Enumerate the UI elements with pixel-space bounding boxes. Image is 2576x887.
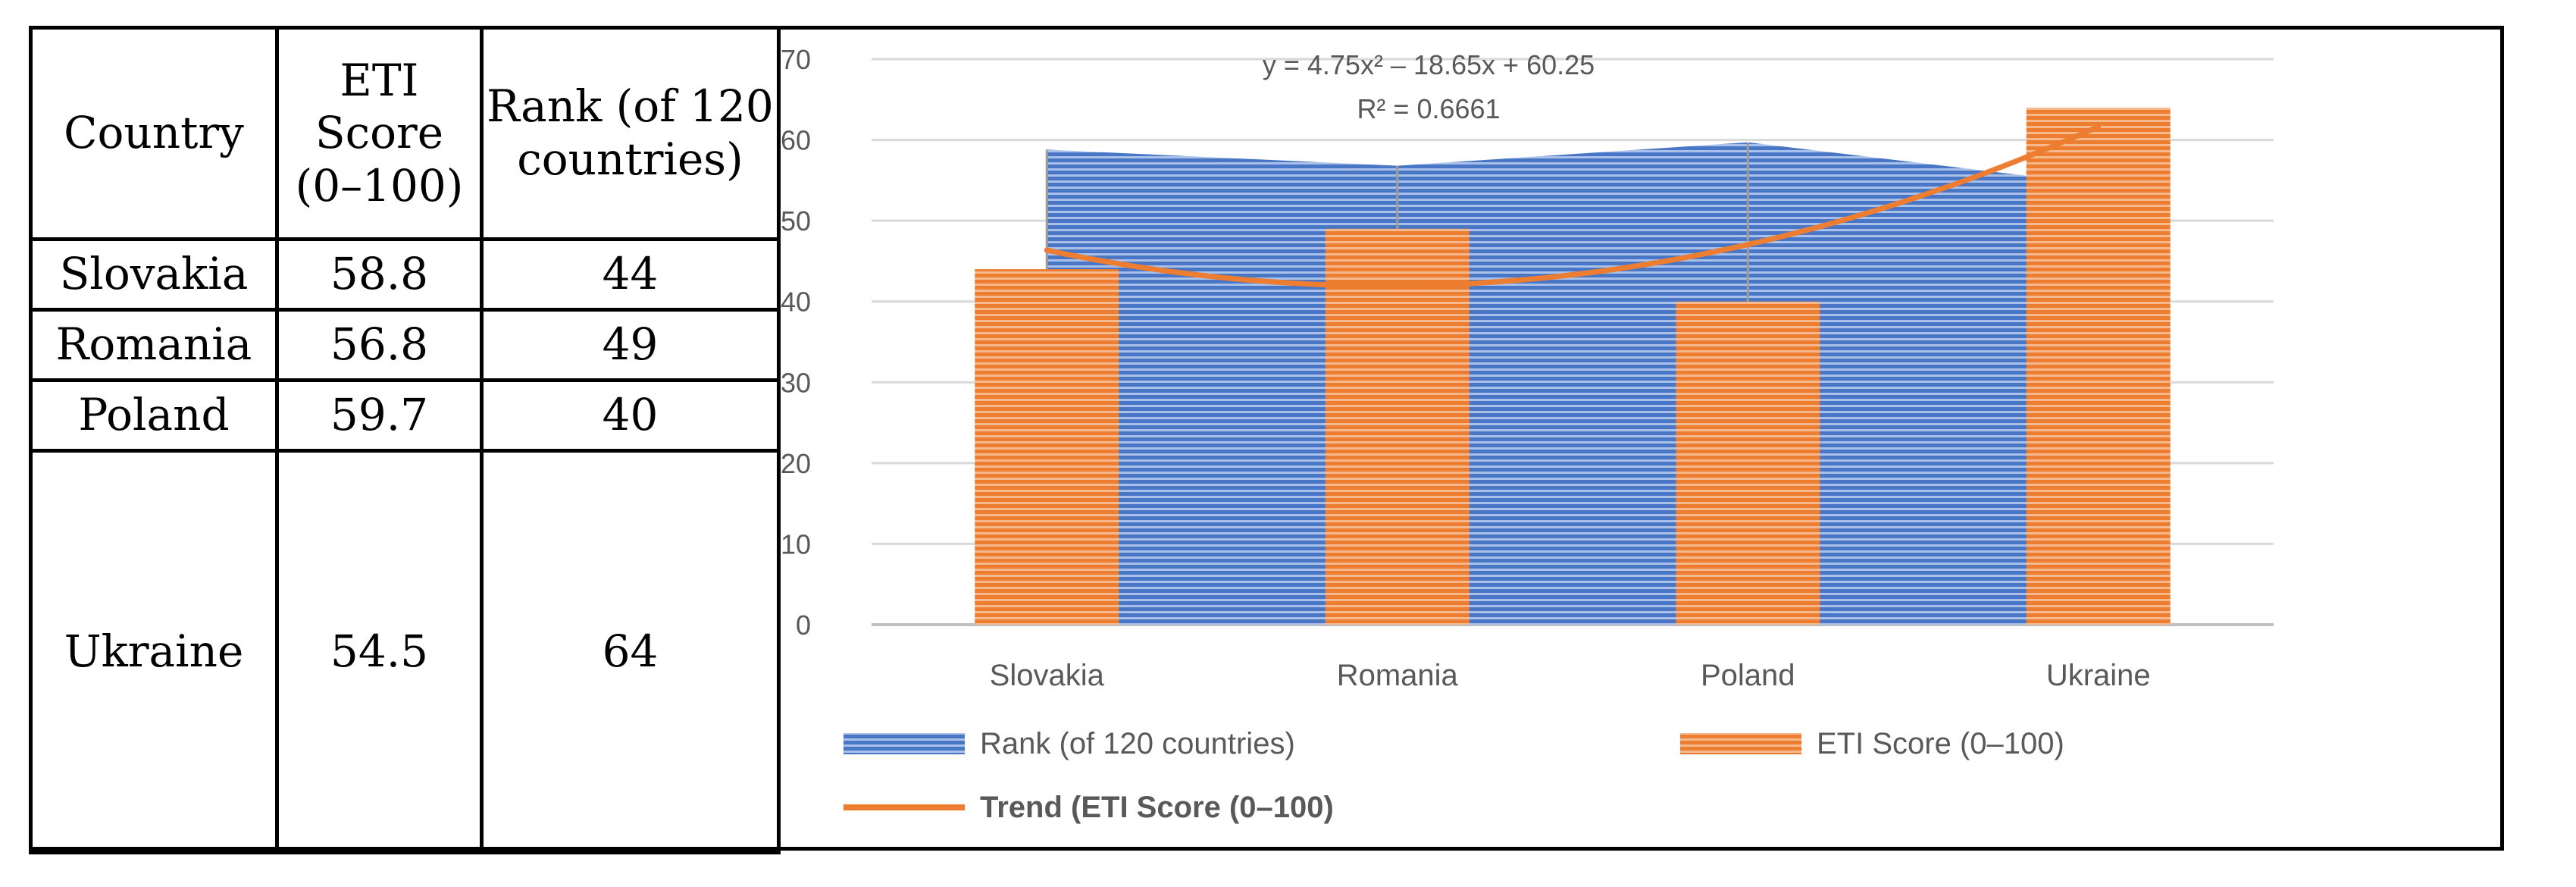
- chart-svg: 0 10 20 30 40 50 60 70 Slovakia Romania Poland Ukr…: [781, 44, 2274, 824]
- score-bar: [1676, 301, 1820, 625]
- chart: 0 10 20 30 40 50 60 70 Slovakia Romania Poland Ukr…: [765, 26, 2504, 851]
- legend-swatch-rank: [844, 733, 965, 754]
- score-bar: [975, 269, 1119, 625]
- y-tick-label: 50: [781, 205, 811, 237]
- table-row: Ukraine 54.5 64: [29, 449, 781, 854]
- y-tick-label: 70: [781, 44, 811, 75]
- table-row: Poland 59.7 40: [29, 378, 781, 453]
- rank-area: [1047, 142, 2099, 625]
- y-tick-label: 20: [781, 448, 811, 479]
- data-table: Country ETI Score (0–100) Rank (of 120 c…: [29, 26, 781, 854]
- header-line: (0–100): [295, 159, 464, 212]
- y-axis-ticks: 0 10 20 30 40 50 60 70: [781, 44, 811, 641]
- cell-country: Poland: [29, 378, 279, 453]
- cell-score: 54.5: [275, 449, 484, 854]
- trend-r-squared: R² = 0.6661: [1357, 93, 1500, 124]
- cell-rank: 44: [480, 237, 781, 312]
- y-tick-label: 0: [796, 610, 811, 641]
- x-axis-labels: Slovakia Romania Poland Ukraine: [990, 659, 2151, 692]
- score-bar: [1325, 228, 1470, 625]
- cell-rank: 49: [480, 308, 781, 382]
- x-category-label: Poland: [1701, 659, 1795, 692]
- x-category-label: Ukraine: [2046, 659, 2151, 692]
- x-category-label: Slovakia: [990, 659, 1105, 692]
- trend-equation: y = 4.75x² – 18.65x + 60.25: [1263, 49, 1595, 80]
- score-bar-series: [975, 107, 2171, 625]
- table-header-row: Country ETI Score (0–100) Rank (of 120 c…: [29, 26, 781, 241]
- y-tick-label: 40: [781, 287, 811, 318]
- y-tick-label: 30: [781, 367, 811, 398]
- x-category-label: Romania: [1337, 659, 1459, 692]
- cell-country: Slovakia: [29, 237, 279, 312]
- header-rank: Rank (of 120 countries): [480, 26, 781, 241]
- cell-rank: 40: [480, 378, 781, 453]
- score-bar: [2026, 107, 2171, 625]
- trendline-layer: [1044, 124, 2102, 289]
- cell-score: 59.7: [275, 378, 484, 453]
- cell-score: 58.8: [275, 237, 484, 312]
- y-tick-label: 60: [781, 125, 811, 156]
- table-row: Romania 56.8 49: [29, 308, 781, 382]
- cell-rank: 64: [480, 449, 781, 854]
- legend-label-trend: Trend (ETI Score (0–100): [980, 791, 1334, 824]
- legend-swatch-score: [1680, 733, 1801, 754]
- header-score: ETI Score (0–100): [275, 26, 484, 241]
- header-line: Rank (of 120: [487, 80, 774, 133]
- rank-area-series: [1045, 142, 2100, 625]
- cell-score: 56.8: [275, 308, 484, 382]
- legend-label-score: ETI Score (0–100): [1817, 727, 2064, 760]
- table-row: Slovakia 58.8 44: [29, 237, 781, 312]
- legend-label-rank: Rank (of 120 countries): [980, 727, 1295, 760]
- cell-country: Ukraine: [29, 449, 279, 854]
- header-line: ETI: [340, 54, 419, 106]
- cell-country: Romania: [29, 308, 279, 382]
- legend: Rank (of 120 countries) ETI Score (0–100…: [844, 727, 2064, 824]
- y-tick-label: 10: [781, 528, 811, 559]
- header-line: countries): [517, 133, 743, 185]
- header-country: Country: [29, 26, 279, 241]
- header-line: Country: [64, 107, 244, 159]
- trendline: [1044, 124, 2102, 289]
- header-line: Score: [315, 107, 444, 159]
